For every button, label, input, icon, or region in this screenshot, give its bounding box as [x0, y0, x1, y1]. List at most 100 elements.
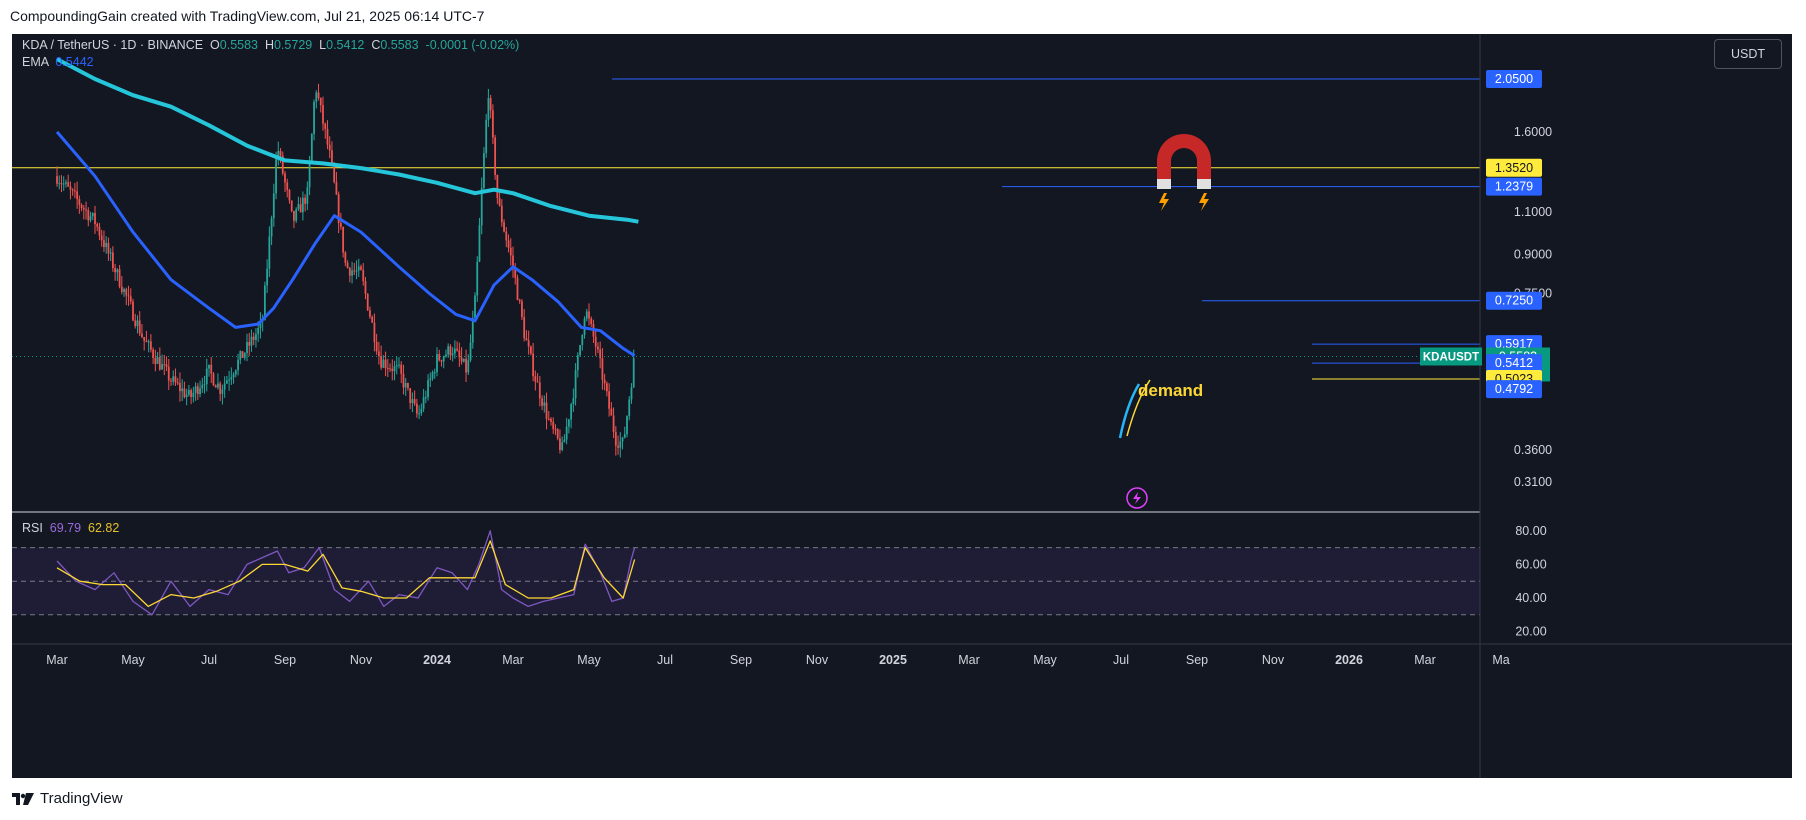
rsi-legend[interactable]: RSI 69.79 62.82	[22, 521, 119, 535]
candle-body	[111, 252, 114, 269]
candle-body	[565, 426, 568, 440]
rsi-tick-label: 60.00	[1515, 557, 1546, 571]
candle-body	[605, 383, 608, 392]
candle-body	[610, 408, 613, 416]
price-tick-label: 0.3600	[1514, 443, 1552, 457]
candle-body	[590, 318, 593, 325]
candle-body	[205, 368, 208, 385]
candle-body	[165, 364, 168, 367]
candle-body	[632, 358, 635, 388]
candle-body	[259, 321, 262, 329]
candle-body	[62, 183, 65, 185]
candle-body	[268, 236, 271, 269]
candle-body	[585, 311, 588, 319]
candle-body	[158, 357, 161, 370]
candle-body	[494, 137, 497, 176]
candle-body	[498, 198, 501, 206]
candle-body	[532, 353, 535, 377]
candle-body	[366, 293, 369, 311]
currency-button[interactable]: USDT	[1714, 39, 1782, 69]
candle-body	[440, 360, 443, 362]
ema-fast-line	[55, 130, 636, 358]
ema-label: EMA	[22, 55, 49, 69]
candle-body	[201, 384, 204, 389]
candle-body	[445, 354, 447, 357]
ema-legend[interactable]: EMA 0.5442	[22, 55, 94, 69]
candle-body	[561, 442, 564, 450]
close-value: 0.5583	[380, 38, 419, 52]
candle-body	[487, 98, 490, 120]
candle-body	[422, 397, 425, 409]
open-label: O	[210, 38, 220, 52]
candle-body	[386, 368, 389, 370]
price-tick-label: 0.9000	[1514, 248, 1552, 262]
low-label: L	[319, 38, 327, 52]
candle-body	[170, 380, 172, 382]
rsi-ma-value: 62.82	[88, 521, 120, 535]
candle-body	[248, 342, 251, 346]
low-value: 0.5412	[326, 38, 365, 52]
trend-arrow-blue	[1118, 383, 1141, 439]
chart-canvas[interactable]: demand1.60001.10000.90000.75000.36000.31…	[12, 34, 1792, 778]
time-month-label: May	[1033, 653, 1057, 667]
candle-body	[172, 376, 175, 382]
footer-brand[interactable]: TradingView	[12, 790, 123, 807]
candle-body	[174, 376, 177, 383]
rsi-tick-label: 80.00	[1515, 524, 1546, 538]
candle-body	[290, 200, 293, 211]
candle-body	[138, 320, 141, 334]
candle-body	[556, 429, 559, 439]
candle-body	[534, 376, 537, 382]
price-tag-label: 1.3520	[1495, 161, 1533, 175]
candle-body	[507, 240, 510, 248]
candle-body	[78, 199, 81, 205]
candle-body	[570, 404, 573, 420]
time-month-label: May	[577, 653, 601, 667]
candle-body	[109, 252, 112, 254]
rsi-label: RSI	[22, 521, 43, 535]
footer-brand-label: TradingView	[40, 790, 123, 807]
symbol-title[interactable]: KDA / TetherUS · 1D · BINANCE	[22, 38, 204, 52]
candle-body	[105, 242, 108, 248]
price-tick-label: 1.1000	[1514, 205, 1552, 219]
candle-body	[348, 268, 351, 276]
candle-body	[559, 438, 561, 450]
candle-body	[384, 359, 387, 369]
candle-body	[147, 341, 150, 343]
price-tag	[1486, 354, 1542, 373]
candle-body	[404, 383, 407, 388]
candle-body	[337, 194, 340, 224]
candle-body	[630, 387, 633, 400]
candle-body	[594, 336, 597, 347]
candle-body	[344, 252, 347, 263]
candle-body	[451, 353, 454, 356]
candle-body	[98, 226, 101, 236]
chart-frame[interactable]: demand1.60001.10000.90000.75000.36000.31…	[12, 34, 1792, 778]
candle-body	[100, 235, 103, 241]
price-tag	[1486, 291, 1542, 310]
rsi-line	[56, 530, 636, 616]
candle-body	[485, 119, 488, 154]
candle-body	[436, 354, 438, 373]
candle-body	[163, 364, 166, 366]
candle-body	[351, 270, 353, 276]
candle-body	[389, 368, 391, 370]
time-month-label: Sep	[730, 653, 752, 667]
candle-body	[433, 372, 436, 374]
candle-body	[187, 390, 190, 395]
candle-body	[628, 399, 631, 417]
price-tag	[1486, 70, 1542, 88]
candle-body	[458, 350, 461, 358]
candle-body	[120, 286, 123, 293]
alert-marker-ring	[1126, 487, 1148, 509]
time-month-label: Nov	[1262, 653, 1285, 667]
candle-body	[284, 173, 286, 183]
candle-body	[427, 380, 429, 398]
candle-body	[523, 317, 526, 339]
candle-body	[176, 382, 179, 384]
candle-body	[612, 415, 615, 433]
candle-body	[239, 351, 242, 360]
candle-body	[608, 391, 611, 409]
candle-body	[156, 357, 159, 364]
candle-body	[192, 392, 195, 398]
